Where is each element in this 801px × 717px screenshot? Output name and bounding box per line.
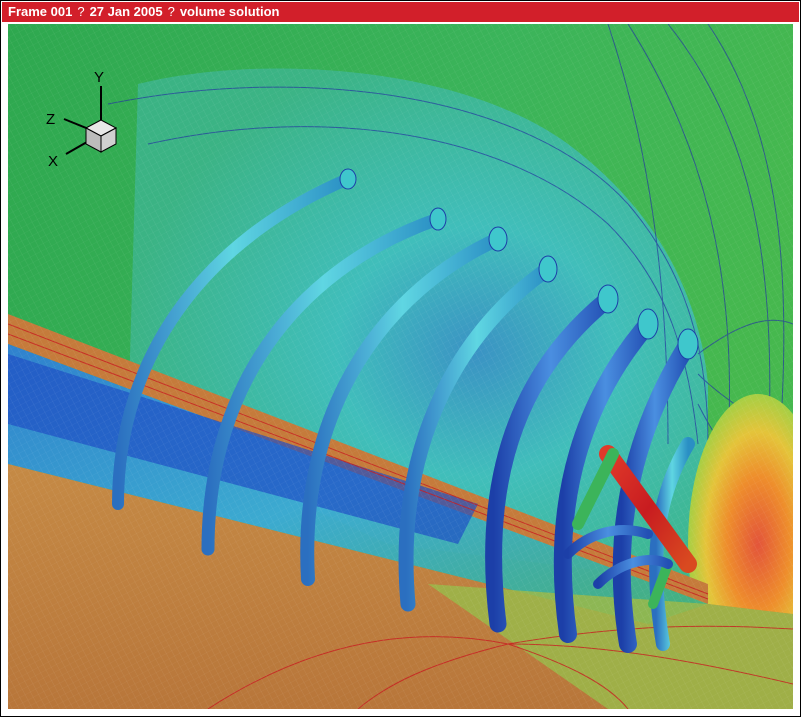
vortex-tube-3 [300,232,505,586]
title-separator-2: ? [167,4,175,19]
vortex-high-structure [563,445,697,609]
vortex-tube-4 [398,261,556,612]
vortex-tube-5 [485,290,617,633]
vortex-end-caps [339,168,699,360]
frame-date: 27 Jan 2005 [89,4,163,19]
cfd-volume-render[interactable]: Y Z X [8,24,793,709]
vortex-tube-1 [112,173,354,510]
y-axis-label: Y [94,69,104,86]
z-axis-label: Z [46,111,55,128]
x-axis-label: X [48,153,58,170]
frame-number: Frame 001 [8,4,73,19]
axis-triad: Y Z X [46,69,118,170]
frame-title-bar: Frame 001? 27 Jan 2005? volume solution [2,2,799,22]
vortex-tube-6 [553,315,657,643]
frame-label: volume solution [179,4,280,19]
vortex-tube-2 [201,212,445,556]
orientation-cube [84,119,118,153]
title-separator-1: ? [77,4,85,19]
